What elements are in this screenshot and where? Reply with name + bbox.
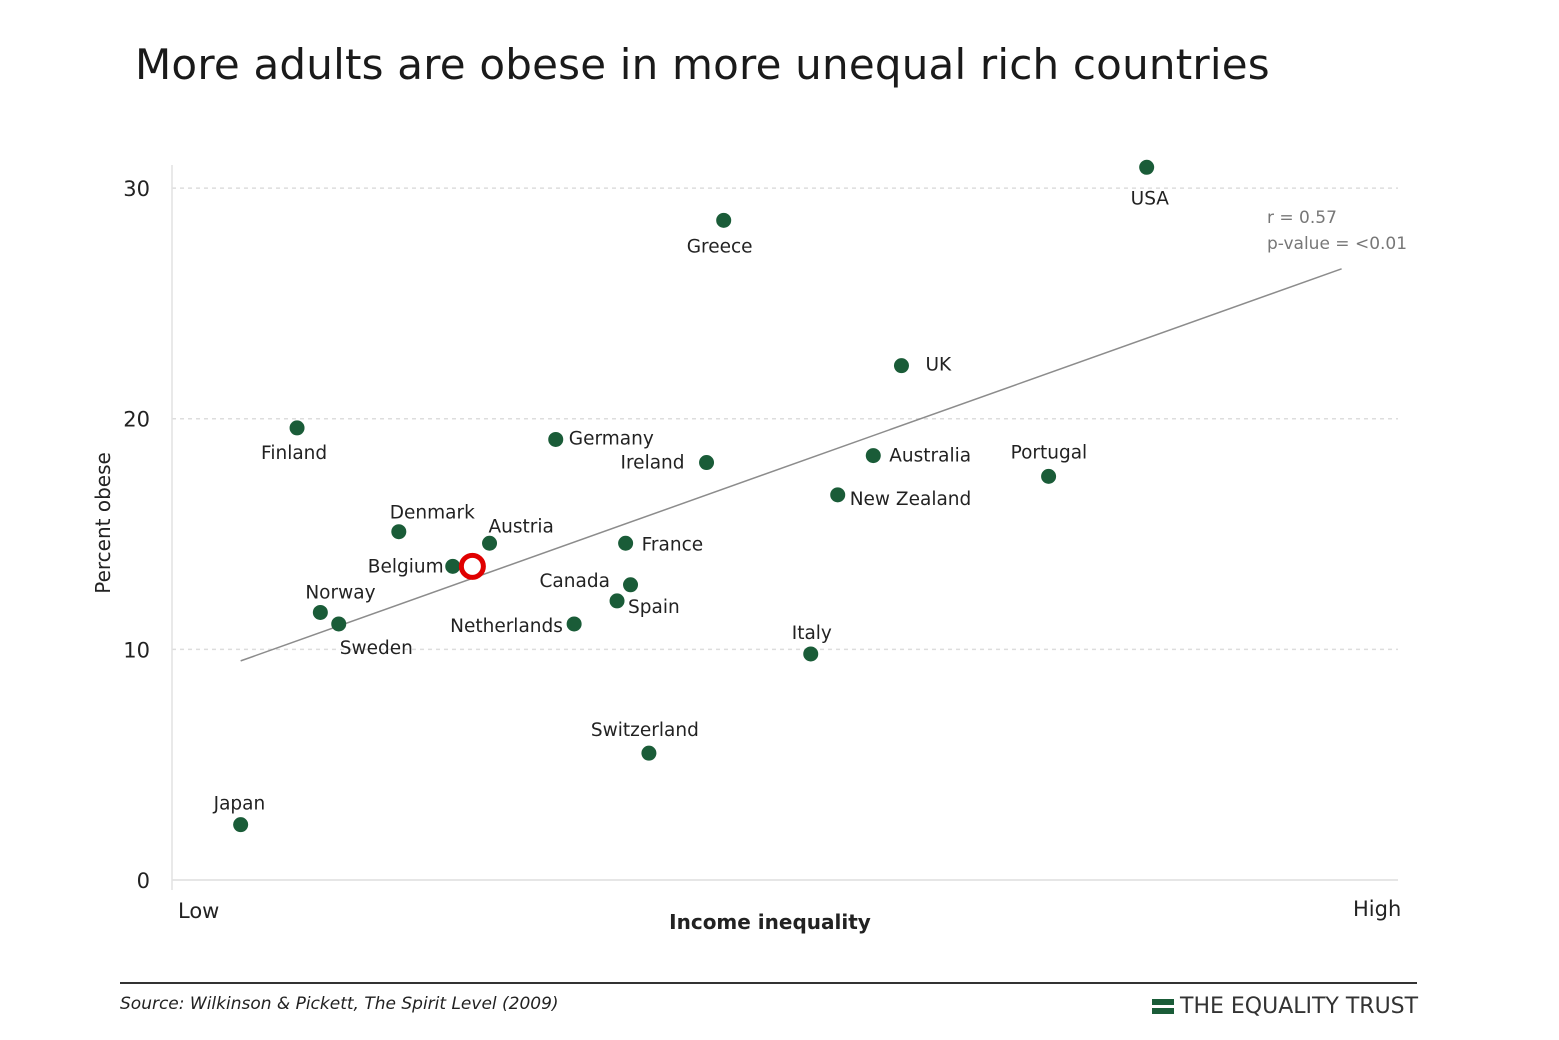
correlation-annotation: r = 0.57 <box>1267 208 1337 228</box>
x-axis-title: Income inequality <box>669 910 871 934</box>
data-point-france <box>618 535 634 551</box>
y-tick-label: 30 <box>123 177 150 201</box>
y-tick-label: 10 <box>123 638 150 662</box>
data-point-australia <box>865 448 881 464</box>
highlight-marker-group <box>458 552 486 580</box>
data-point-belgium <box>445 558 461 574</box>
point-label-sweden: Sweden <box>340 638 413 659</box>
data-point-ireland <box>699 455 715 471</box>
point-label-canada: Canada <box>540 571 610 592</box>
point-label-spain: Spain <box>628 597 680 618</box>
highlight-ring-marker <box>458 552 486 580</box>
chart-title: More adults are obese in more unequal ri… <box>135 40 1270 89</box>
data-point-portugal <box>1041 468 1057 484</box>
data-point-germany <box>548 431 564 447</box>
data-point-japan <box>233 817 249 833</box>
data-point-spain <box>609 593 625 609</box>
point-label-greece: Greece <box>687 236 753 257</box>
point-label-new-zealand: New Zealand <box>850 489 972 510</box>
p-value-annotation: p-value = <0.01 <box>1267 234 1407 254</box>
point-label-australia: Australia <box>889 446 971 467</box>
point-label-netherlands: Netherlands <box>450 616 563 637</box>
data-point-switzerland <box>641 745 657 761</box>
grid-lines <box>172 187 1398 881</box>
data-point-norway <box>312 604 328 620</box>
data-point-uk <box>893 358 909 374</box>
data-point-italy <box>803 646 819 662</box>
point-label-germany: Germany <box>569 428 654 449</box>
y-tick-label: 20 <box>123 408 150 432</box>
footer-divider <box>120 982 1417 984</box>
data-points <box>233 159 1155 833</box>
point-label-france: France <box>642 534 704 555</box>
point-labels: USA Greece UK Finland Germany Ireland Australi… <box>213 188 1170 814</box>
brand-logo: THE EQUALITY TRUST <box>1152 994 1418 1019</box>
point-label-uk: UK <box>925 355 952 376</box>
point-label-finland: Finland <box>261 443 327 464</box>
point-label-denmark: Denmark <box>390 503 475 524</box>
data-point-greece <box>716 212 732 228</box>
y-tick-labels: 0 10 20 30 <box>123 177 150 893</box>
y-tick-label: 0 <box>137 869 150 893</box>
source-note: Source: Wilkinson & Pickett, The Spirit … <box>120 994 559 1014</box>
data-point-denmark <box>391 524 407 540</box>
point-label-austria: Austria <box>489 516 554 537</box>
point-label-japan: Japan <box>213 794 266 815</box>
trend-line-group <box>240 268 1342 662</box>
x-tick-label-low: Low <box>178 899 219 923</box>
brand-name: THE EQUALITY TRUST <box>1180 994 1419 1019</box>
data-point-netherlands <box>566 616 582 632</box>
data-point-new-zealand <box>830 487 846 503</box>
point-label-italy: Italy <box>792 623 832 644</box>
point-label-switzerland: Switzerland <box>591 720 699 741</box>
point-label-usa: USA <box>1131 188 1170 209</box>
x-tick-label-high: High <box>1353 897 1401 921</box>
point-label-norway: Norway <box>305 582 375 603</box>
equals-logo-icon <box>1152 999 1174 1014</box>
data-point-usa <box>1139 159 1155 175</box>
data-point-canada <box>623 577 639 593</box>
data-point-finland <box>289 420 305 436</box>
y-axis-title: Percent obese <box>91 452 115 594</box>
trend-line <box>240 268 1342 662</box>
point-label-ireland: Ireland <box>621 453 685 474</box>
point-label-portugal: Portugal <box>1011 442 1088 463</box>
data-point-austria <box>482 535 498 551</box>
point-label-belgium: Belgium <box>368 556 444 577</box>
data-point-sweden <box>331 616 347 632</box>
